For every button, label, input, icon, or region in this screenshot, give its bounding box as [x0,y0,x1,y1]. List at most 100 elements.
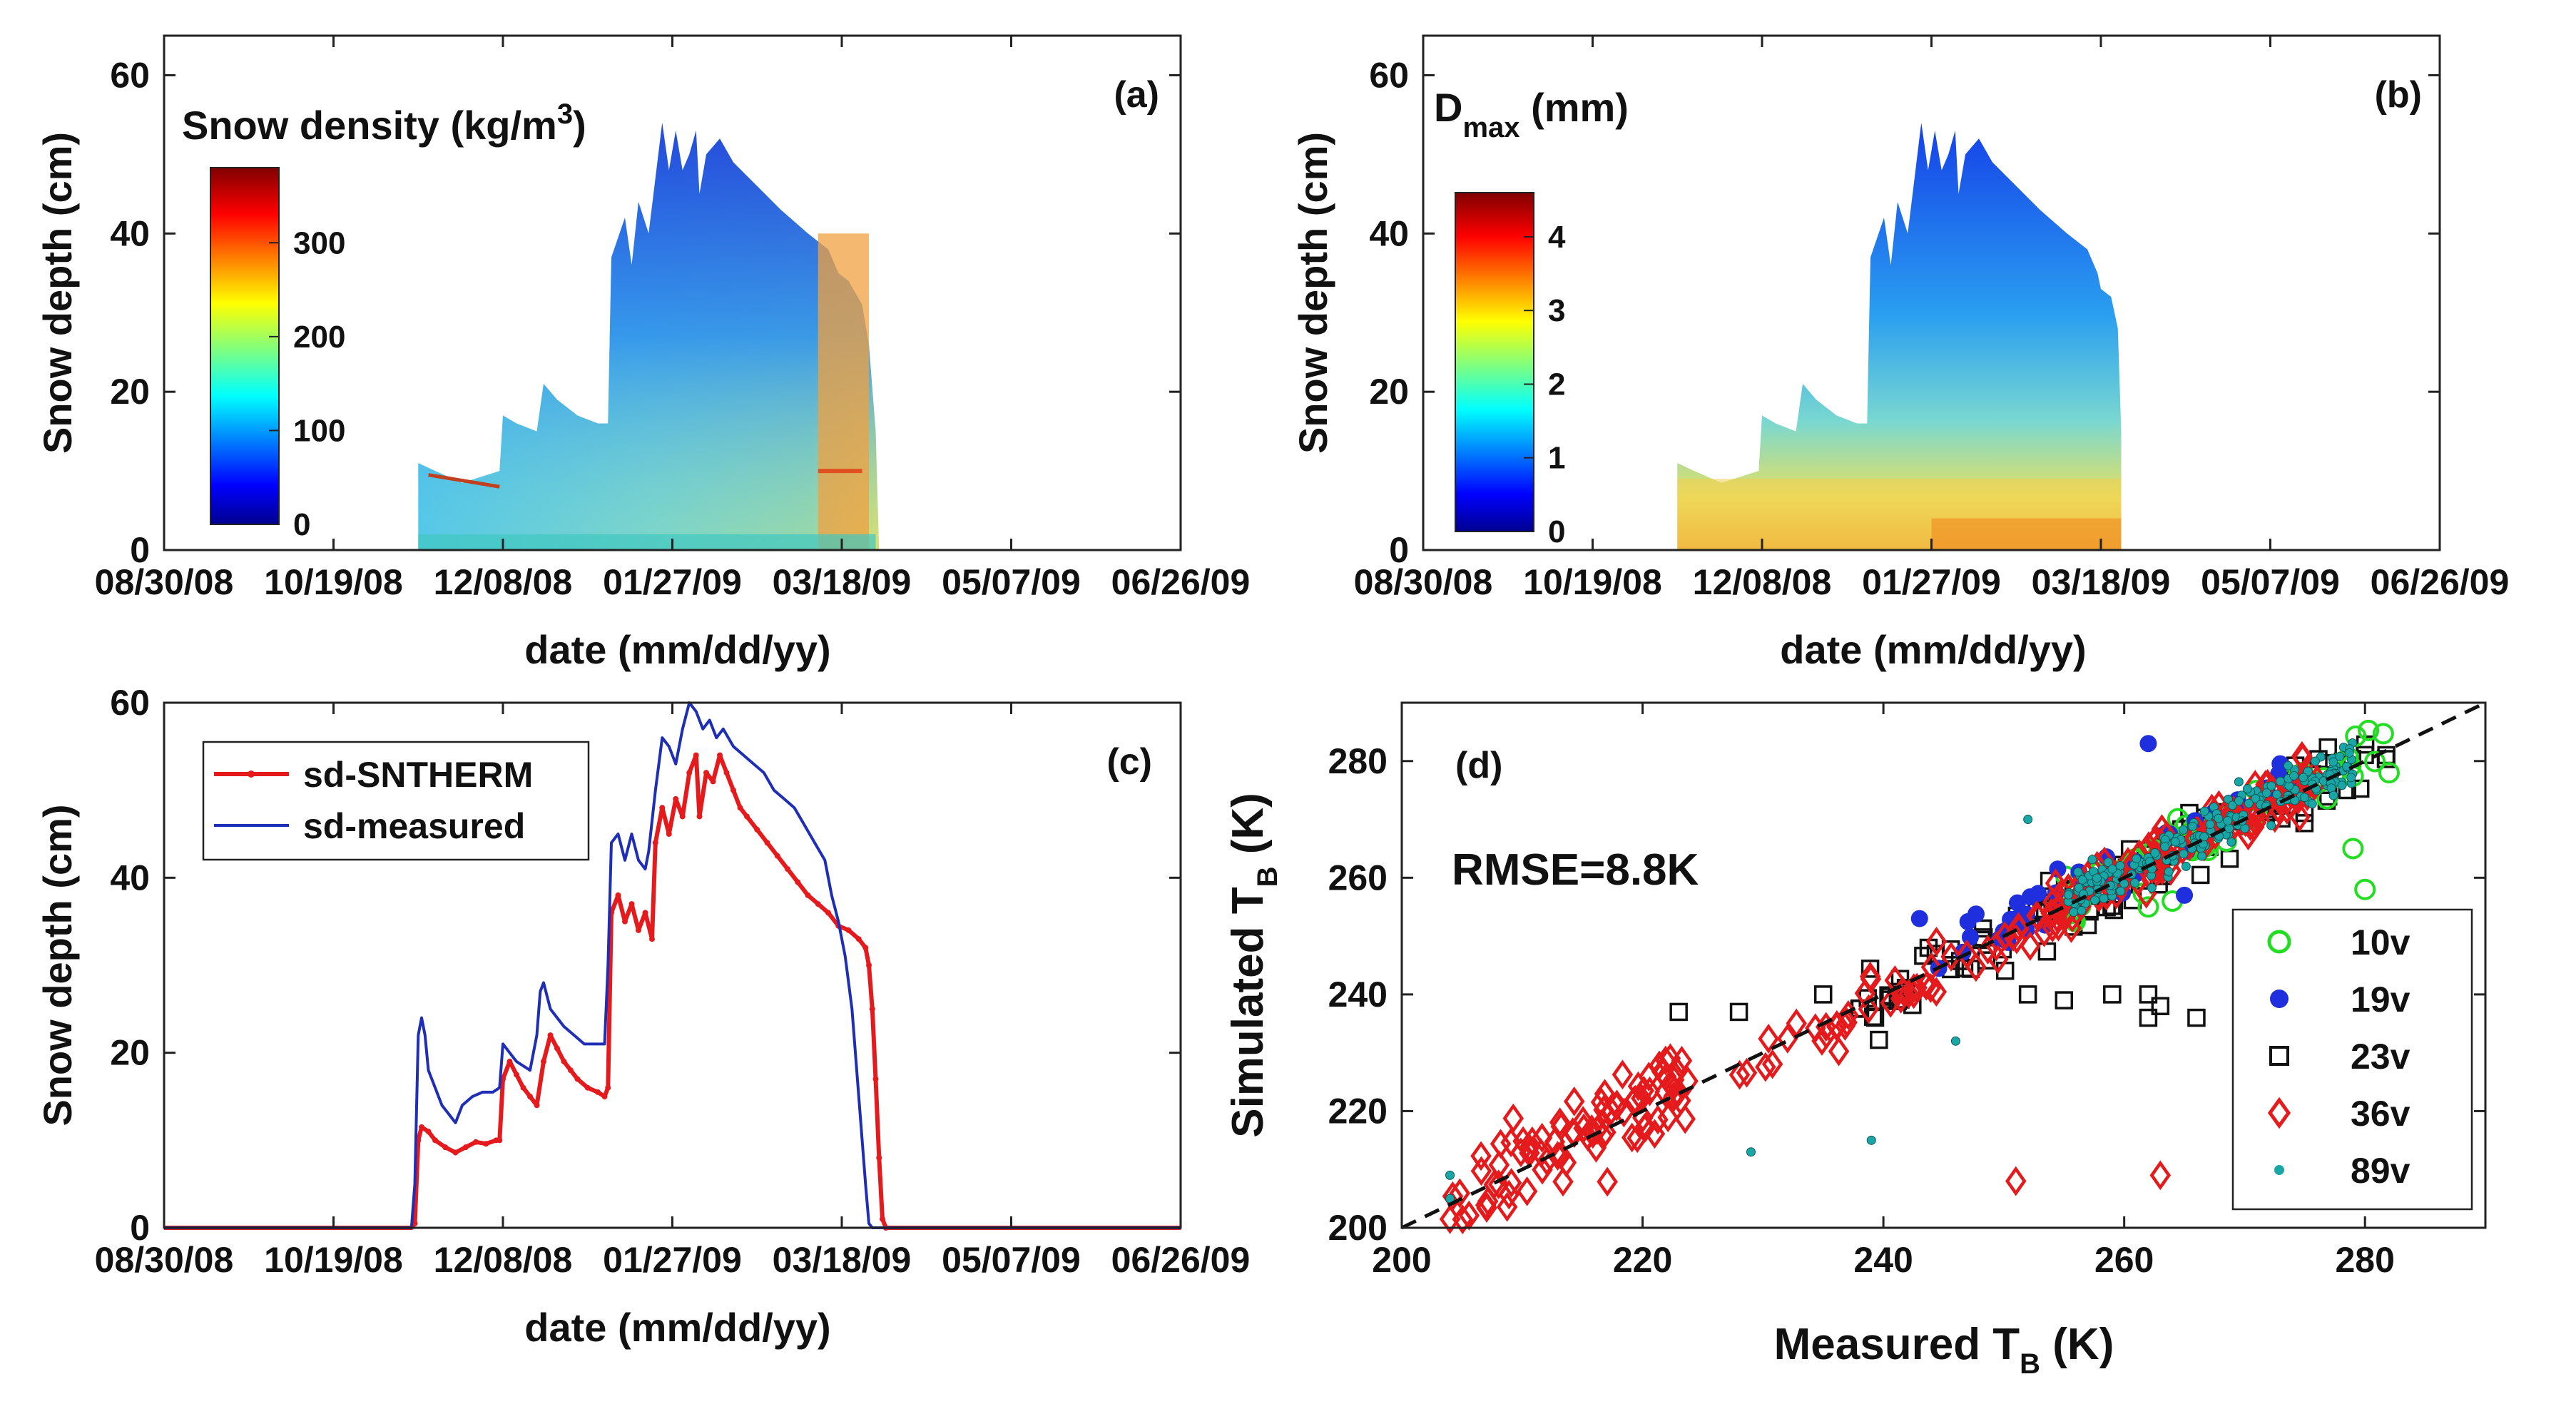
legend-label-10v: 10v [2351,922,2410,962]
d-x-axis-label-sub: B [2020,1348,2040,1380]
one-to-one-line [1400,701,2487,1230]
a-y-tick-label: 40 [110,213,150,253]
d-x-tick-label: 260 [2094,1240,2154,1280]
point-10v [2342,838,2364,860]
point-36v [1612,1059,1634,1090]
b-colorbar-title-end: (mm) [1520,85,1629,130]
point-23v [1729,1002,1748,1022]
legend-label-23v: 23v [2351,1037,2410,1077]
d-y-tick-label: 200 [1328,1208,1388,1248]
legend-label-36v: 36v [2351,1094,2410,1134]
series-point-sd-SNTHERM [744,813,750,820]
point-19v [1961,928,1979,946]
d-y-tick-label: 260 [1328,858,1388,897]
d-x-tick-label: 240 [1853,1240,1913,1280]
point-36v [1965,952,1987,982]
series-point-sd-SNTHERM [872,1076,879,1082]
point-36v [1920,952,1943,982]
point-89v [2099,893,2109,903]
b-colorbar-tick-label: 4 [1548,220,1566,255]
d-legend-box [2231,908,2473,1211]
point-89v [2077,875,2087,885]
a-colorbar-tick-label: 300 [293,225,345,260]
series-point-sd-SNTHERM [659,805,666,811]
point-36v [1639,1076,1661,1107]
a-y-tick-label: 0 [130,530,150,570]
series-point-sd-SNTHERM [696,813,703,820]
point-23v [2220,850,2239,868]
legend-label-89v: 89v [2351,1151,2410,1191]
point-36v [1590,1087,1612,1117]
a-colorbar-tick-label: 0 [293,507,310,542]
point-23v [2037,942,2057,961]
point-89v [2164,867,2174,877]
series-point-sd-SNTHERM [615,892,621,898]
d-y-axis-label-sub: B [1252,867,1283,887]
point-89v [2234,796,2244,806]
point-36v [1644,1119,1666,1149]
series-point-sd-SNTHERM [514,1072,519,1078]
panel-c: 08/30/08 10/19/08 12/08/08 01/27/09 03/18/09… [35,683,1250,1350]
d-x-tick-label: 220 [1613,1240,1672,1280]
series-point-sd-SNTHERM [601,1094,608,1099]
point-89v [2335,751,2345,761]
point-89v [1746,1147,1756,1157]
b-panel-label: (b) [2375,74,2422,116]
point-36v [1659,1043,1681,1074]
b-y-tick-label: 60 [1369,55,1409,95]
series-point-sd-SNTHERM [673,795,679,802]
point-89v [2197,851,2207,861]
c-y-tick-label: 60 [110,683,150,723]
point-36v [1755,1052,1776,1082]
b-colorbar-tick-label: 0 [1548,514,1565,549]
point-36v [1470,1141,1492,1171]
point-89v [2023,815,2033,825]
c-x-tick-label: 05/07/09 [942,1240,1081,1280]
b-colorbar-tick-label: 2 [1548,367,1565,402]
point-89v [1866,1135,1876,1145]
point-36v [1987,944,2009,975]
point-89v [2103,858,2113,868]
point-36v [1906,972,1928,1003]
series-point-sd-SNTHERM [642,910,648,916]
point-36v [1555,1147,1577,1178]
legend-marker-10v [2267,930,2291,954]
b-colorbar-title-sub: max [1462,112,1519,143]
point-23v [2018,985,2037,1004]
point-23v [2055,991,2074,1009]
point-36v [2047,911,2070,942]
a-x-tick-label: 08/30/08 [95,562,234,602]
a-y-tick-label: 20 [110,372,150,412]
point-89v [2179,825,2189,835]
dmax-field [1677,123,2122,550]
point-23v [1870,1030,1888,1049]
point-89v [2116,886,2126,896]
series-point-sd-SNTHERM [717,752,723,758]
point-36v [2007,912,2030,942]
point-36v [1811,1026,1833,1056]
point-10v [2358,719,2380,741]
point-36v [1925,977,1948,1007]
point-19v [2139,735,2157,753]
point-36v [1657,1102,1679,1133]
series-point-sd-SNTHERM [710,778,716,785]
panel-b: 08/30/08 10/19/08 12/08/08 01/27/09 03/18/09… [1290,34,2509,672]
point-23v [2139,985,2158,1004]
point-89v [2266,781,2276,791]
d-rmse-annotation: RMSE=8.8K [1452,845,1699,895]
d-x-axis-label-end: (K) [2040,1320,2114,1369]
dmax-body [1677,123,2122,550]
point-19v [1910,910,1928,927]
point-36v [1826,1012,1848,1042]
series-point-sd-SNTHERM [862,945,869,951]
point-36v [1647,1104,1669,1135]
b-y-tick-label: 20 [1369,372,1409,412]
point-36v [1452,1204,1474,1235]
series-point-sd-SNTHERM [605,1084,611,1091]
legend-marker-36v [2267,1097,2291,1129]
point-89v [2346,773,2356,783]
series-point-sd-SNTHERM [723,770,730,776]
point-36v [1940,942,1962,972]
point-36v [1613,1097,1635,1128]
